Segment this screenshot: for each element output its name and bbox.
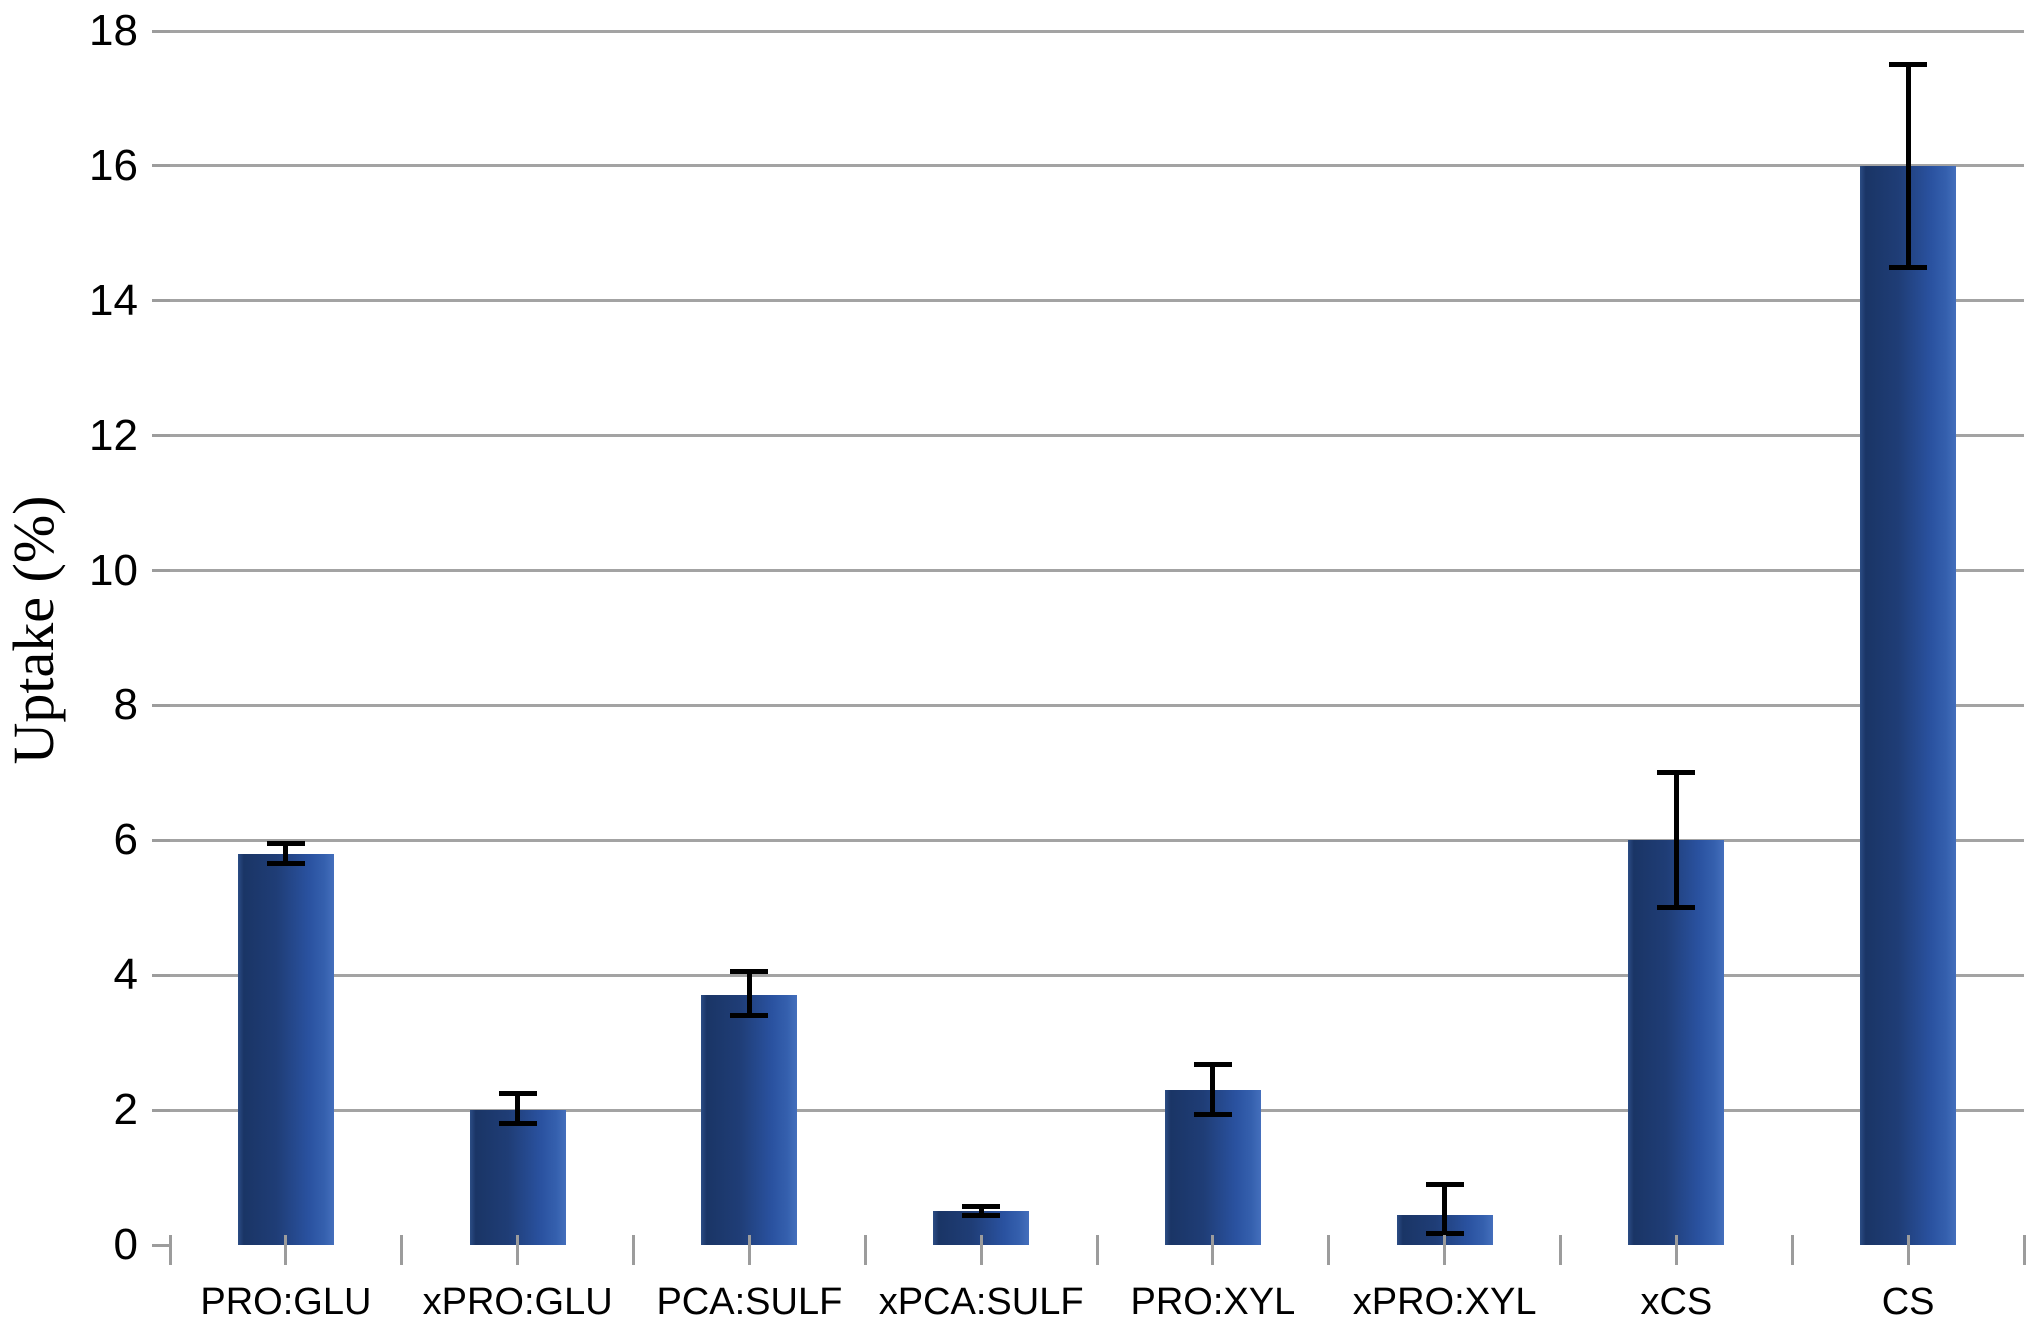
y-axis-tick: [152, 434, 170, 438]
gridline: [170, 299, 2024, 303]
error-bar-pro-xyl: [1210, 1064, 1216, 1115]
x-axis-tick: [1327, 1235, 1331, 1265]
y-tick-label: 0: [113, 1220, 138, 1269]
bar-pro-glu: [237, 853, 334, 1245]
error-bar-xpca-sulf: [978, 1206, 984, 1216]
x-category-label-pro-xyl: PRO:XYL: [1130, 1281, 1296, 1323]
error-bar-cap: [1889, 62, 1928, 68]
x-axis-tick: [1559, 1235, 1562, 1265]
y-tick-label: 8: [113, 680, 138, 730]
y-tick-label: 4: [113, 950, 138, 1000]
x-axis-tick: [1443, 1235, 1447, 1265]
y-tick-label: 14: [89, 275, 138, 325]
y-axis-tick: [152, 1108, 170, 1112]
y-tick-label: 6: [113, 815, 138, 865]
x-category-label-xpro-glu: xPRO:GLU: [422, 1281, 613, 1323]
x-axis-tick: [747, 1235, 751, 1265]
y-axis-tick: [152, 973, 170, 977]
x-axis-tick: [400, 1235, 404, 1265]
error-bar-cap: [1193, 1112, 1232, 1118]
error-bar-xpro-xyl: [1442, 1184, 1448, 1234]
gridline: [170, 973, 2024, 977]
gridline: [170, 164, 2024, 168]
error-bar-cs: [1905, 64, 1911, 268]
error-bar-cap: [266, 841, 305, 847]
x-category-label-xpca-sulf: xPCA:SULF: [878, 1281, 1084, 1323]
x-category-label-cs: CS: [1881, 1281, 1935, 1323]
error-bar-cap: [498, 1121, 537, 1127]
x-category-label-pca-sulf: PCA:SULF: [656, 1281, 843, 1323]
error-bar-cap: [266, 861, 305, 867]
error-bar-cap: [1425, 1181, 1464, 1187]
error-bar-cap: [1889, 264, 1928, 270]
x-axis-tick: [632, 1235, 635, 1265]
x-category-label-xcs: xCS: [1640, 1281, 1713, 1323]
y-axis-tick: [152, 838, 170, 842]
gridline: [170, 569, 2024, 573]
y-tick-label: 16: [89, 140, 138, 190]
error-bar-xcs: [1673, 772, 1679, 908]
error-bar-cap: [730, 969, 769, 975]
x-axis-tick: [2022, 1235, 2026, 1265]
x-axis-tick: [516, 1235, 520, 1265]
x-axis-tick: [979, 1235, 983, 1265]
x-axis-tick: [1790, 1235, 1794, 1265]
error-bar-xpro-glu: [515, 1093, 521, 1124]
x-category-label-xpro-xyl: xPRO:XYL: [1352, 1281, 1537, 1323]
y-axis-tick: [152, 569, 170, 573]
error-bar-pro-glu: [283, 843, 289, 864]
gridline: [170, 838, 2024, 842]
x-axis-tick: [1095, 1235, 1099, 1265]
y-axis-tick: [152, 29, 170, 33]
error-bar-cap: [1425, 1231, 1464, 1237]
x-axis-tick: [168, 1235, 172, 1265]
error-bar-cap: [962, 1213, 1001, 1219]
x-axis-tick: [1211, 1235, 1215, 1265]
error-bar-cap: [1657, 770, 1696, 776]
y-axis-tick: [152, 299, 170, 303]
y-tick-label: 2: [113, 1085, 138, 1135]
bar-xpro-glu: [469, 1110, 566, 1245]
y-axis-tick: [152, 1243, 170, 1247]
y-axis-tick: [152, 164, 170, 168]
x-axis-tick: [284, 1235, 288, 1265]
error-bar-cap: [962, 1204, 1001, 1210]
y-axis-tick: [152, 703, 170, 707]
y-tick-label: 18: [89, 6, 138, 55]
x-axis-tick: [863, 1235, 867, 1265]
x-category-label-pro-glu: PRO:GLU: [200, 1281, 372, 1323]
y-tick-label: 10: [89, 545, 138, 595]
gridline: [170, 29, 2024, 33]
bar-pca-sulf: [701, 995, 798, 1245]
x-axis-tick: [1674, 1235, 1678, 1265]
x-axis-tick: [1906, 1235, 1910, 1265]
error-bar-cap: [498, 1090, 537, 1096]
plot-area: [152, 29, 2026, 1265]
gridline: [170, 434, 2024, 438]
bar-cs: [1860, 165, 1957, 1245]
error-bar-cap: [1657, 905, 1696, 911]
gridline: [170, 703, 2024, 707]
y-tick-label: 12: [89, 410, 138, 460]
gridline: [170, 1108, 2024, 1112]
error-bar-cap: [1193, 1062, 1232, 1068]
y-axis-line: [168, 31, 172, 1247]
error-bar-pca-sulf: [746, 971, 752, 1016]
error-bar-cap: [730, 1013, 769, 1019]
